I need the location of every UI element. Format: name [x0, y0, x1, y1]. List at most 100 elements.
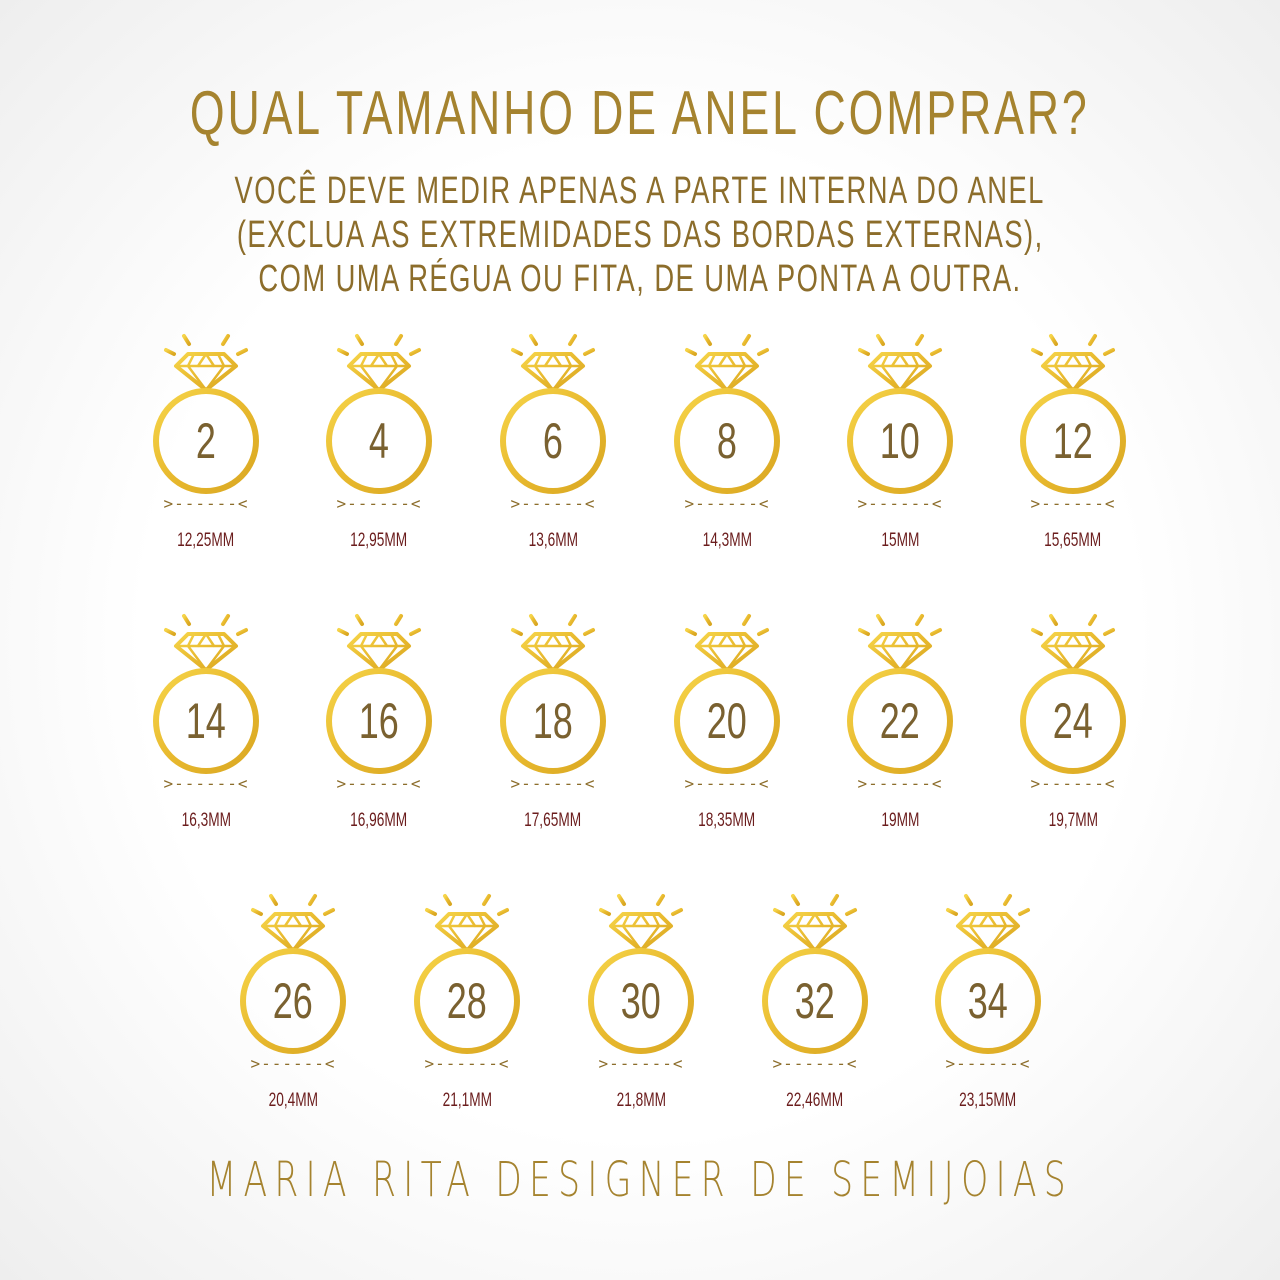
diamond-ring-icon — [240, 888, 346, 1054]
size-text: 26 — [272, 973, 314, 1029]
diameter-text: 20,4MM — [268, 1090, 318, 1111]
measure-marker: >------< — [163, 494, 249, 513]
size-text: 20 — [706, 693, 748, 749]
ring-size-number: 8 — [657, 412, 797, 470]
measure-marker: >------< — [163, 774, 249, 793]
ring-diameter: 22,46MM — [745, 1090, 885, 1112]
ring-diameter: 16,96MM — [309, 810, 449, 832]
size-text: 12 — [1052, 413, 1094, 469]
measure-marker: >------< — [336, 774, 422, 793]
title-text: QUAL TAMANHO DE ANEL COMPRAR? — [190, 79, 1090, 148]
measure-marker: >------< — [945, 1054, 1031, 1073]
ring-size-number: 2 — [136, 412, 276, 470]
ring-size-number: 14 — [136, 692, 276, 750]
diameter-text: 15MM — [880, 530, 919, 551]
ring-diameter: 19,7MM — [1003, 810, 1143, 832]
brand-footer: MARIA RITA DESIGNER DE SEMIJOIAS — [0, 1152, 1280, 1208]
ring-diameter: 17,65MM — [483, 810, 623, 832]
instruction-line-3: COM UMA RÉGUA OU FITA, DE UMA PONTA A OU… — [0, 258, 1280, 301]
size-text: 10 — [879, 413, 921, 469]
ring-diameter: 15,65MM — [1003, 530, 1143, 552]
ring-size-item: 12 >------< 15,65MM — [1003, 320, 1143, 560]
diamond-ring-icon — [1020, 608, 1126, 774]
measure-marker: >------< — [857, 494, 943, 513]
size-text: 2 — [195, 413, 217, 469]
diameter-text: 12,95MM — [350, 530, 408, 551]
size-text: 22 — [879, 693, 921, 749]
ring-size-item: 14 >------< 16,3MM — [136, 600, 276, 840]
size-text: 30 — [620, 973, 662, 1029]
ring-size-item: 30 >------< 21,8MM — [571, 880, 711, 1120]
size-text: 4 — [368, 413, 390, 469]
ring-diameter: 21,1MM — [397, 1090, 537, 1112]
diameter-text: 18,35MM — [698, 810, 756, 831]
diameter-text: 13,6MM — [528, 530, 578, 551]
size-text: 16 — [358, 693, 400, 749]
ring-diameter: 20,4MM — [223, 1090, 363, 1112]
ring-size-item: 32 >------< 22,46MM — [745, 880, 885, 1120]
measure-marker: >------< — [684, 494, 770, 513]
diameter-text: 21,1MM — [442, 1090, 492, 1111]
diamond-ring-icon — [588, 888, 694, 1054]
size-text: 14 — [185, 693, 227, 749]
instruction-line-1: VOCÊ DEVE MEDIR APENAS A PARTE INTERNA D… — [0, 170, 1280, 213]
ring-size-item: 24 >------< 19,7MM — [1003, 600, 1143, 840]
ring-size-item: 34 >------< 23,15MM — [918, 880, 1058, 1120]
ring-diameter: 13,6MM — [483, 530, 623, 552]
diameter-text: 19,7MM — [1048, 810, 1098, 831]
size-text: 24 — [1052, 693, 1094, 749]
diamond-ring-icon — [674, 608, 780, 774]
diamond-ring-icon — [847, 608, 953, 774]
measure-marker: >------< — [336, 494, 422, 513]
ring-size-item: 16 >------< 16,96MM — [309, 600, 449, 840]
ring-diameter: 16,3MM — [136, 810, 276, 832]
size-text: 28 — [446, 973, 488, 1029]
ring-size-item: 22 >------< 19MM — [830, 600, 970, 840]
ring-diameter: 15MM — [830, 530, 970, 552]
measure-marker: >------< — [598, 1054, 684, 1073]
diamond-ring-icon — [153, 608, 259, 774]
ring-size-item: 6 >------< 13,6MM — [483, 320, 623, 560]
diamond-ring-icon — [847, 328, 953, 494]
ring-size-item: 26 >------< 20,4MM — [223, 880, 363, 1120]
size-text: 34 — [967, 973, 1009, 1029]
diamond-ring-icon — [414, 888, 520, 1054]
diamond-ring-icon — [326, 608, 432, 774]
diamond-ring-icon — [326, 328, 432, 494]
ring-size-item: 8 >------< 14,3MM — [657, 320, 797, 560]
diameter-text: 15,65MM — [1044, 530, 1102, 551]
ring-size-item: 28 >------< 21,1MM — [397, 880, 537, 1120]
size-text: 6 — [542, 413, 564, 469]
ring-size-number: 10 — [830, 412, 970, 470]
diameter-text: 17,65MM — [524, 810, 582, 831]
diameter-text: 16,96MM — [350, 810, 408, 831]
ring-size-number: 26 — [223, 972, 363, 1030]
ring-size-number: 34 — [918, 972, 1058, 1030]
measure-marker: >------< — [510, 494, 596, 513]
ring-size-number: 32 — [745, 972, 885, 1030]
brand-text: MARIA RITA DESIGNER DE SEMIJOIAS — [206, 1152, 1074, 1208]
ring-size-number: 28 — [397, 972, 537, 1030]
ring-size-number: 4 — [309, 412, 449, 470]
ring-size-number: 16 — [309, 692, 449, 750]
ring-size-item: 10 >------< 15MM — [830, 320, 970, 560]
diamond-ring-icon — [500, 608, 606, 774]
ring-size-number: 6 — [483, 412, 623, 470]
measure-marker: >------< — [684, 774, 770, 793]
measure-marker: >------< — [510, 774, 596, 793]
measure-marker: >------< — [250, 1054, 336, 1073]
diameter-text: 23,15MM — [959, 1090, 1017, 1111]
ring-size-number: 12 — [1003, 412, 1143, 470]
ring-size-item: 18 >------< 17,65MM — [483, 600, 623, 840]
size-text: 8 — [716, 413, 738, 469]
ring-diameter: 18,35MM — [657, 810, 797, 832]
ring-size-item: 2 >------< 12,25MM — [136, 320, 276, 560]
measure-marker: >------< — [1030, 774, 1116, 793]
diamond-ring-icon — [500, 328, 606, 494]
ring-diameter: 14,3MM — [657, 530, 797, 552]
diamond-ring-icon — [674, 328, 780, 494]
ring-size-number: 30 — [571, 972, 711, 1030]
measure-marker: >------< — [857, 774, 943, 793]
instruction-text: (EXCLUA AS EXTREMIDADES DAS BORDAS EXTER… — [236, 214, 1044, 256]
size-text: 32 — [794, 973, 836, 1029]
